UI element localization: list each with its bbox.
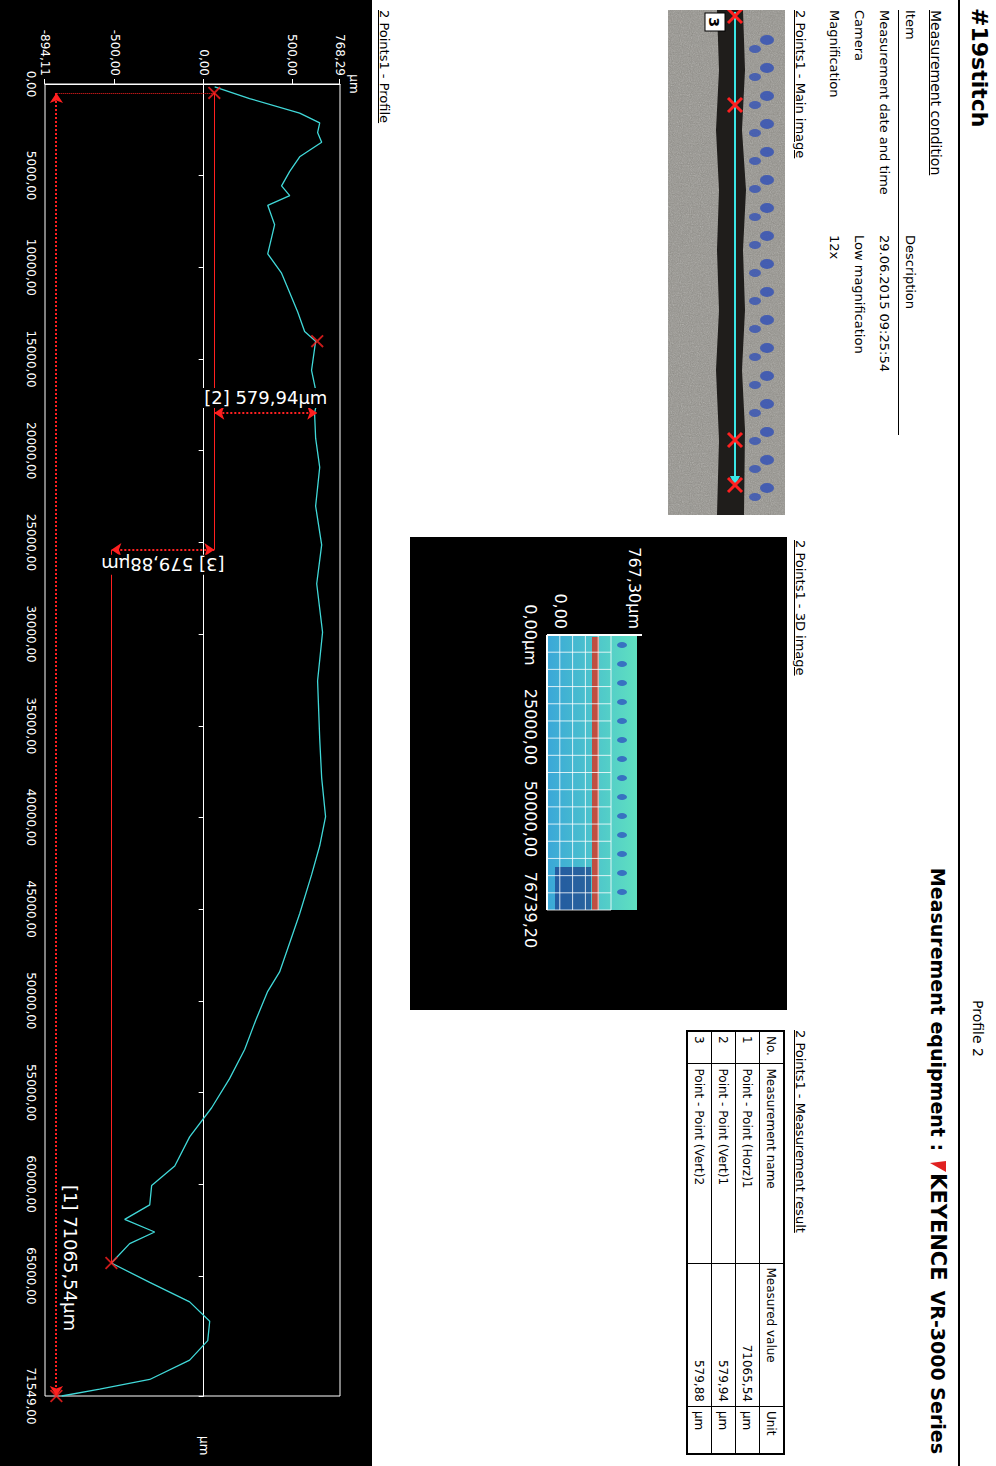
html-text:Measurement date and time: Measurement date and time	[877, 10, 892, 195]
svg-text:35000,00: 35000,00	[24, 697, 38, 754]
svg-text:0,00µm: 0,00µm	[521, 604, 540, 665]
html-text:579,88: 579,88	[692, 1359, 707, 1402]
svg-text:15000,00: 15000,00	[24, 330, 38, 387]
html-text:2 Points1 - Measurement result: 2 Points1 - Measurement result	[793, 1030, 808, 1233]
html-text:VR-3000 Series: VR-3000 Series	[927, 1290, 949, 1454]
svg-text:-894,11: -894,11	[38, 30, 52, 76]
svg-text:500,00: 500,00	[285, 34, 299, 76]
html-text:Measured value: Measured value	[764, 1267, 779, 1363]
svg-text:767,30µm: 767,30µm	[625, 547, 644, 629]
svg-text:0,00: 0,00	[24, 71, 38, 98]
svg-text:[2] 579,94µm: [2] 579,94µm	[204, 387, 327, 408]
svg-text:µm: µm	[347, 74, 361, 93]
svg-text:µm: µm	[197, 1436, 211, 1455]
html-text:µm: µm	[692, 1410, 707, 1431]
html-text:Point - Point (Horz)1: Point - Point (Horz)1	[740, 1068, 755, 1189]
html-text:Measurement name: Measurement name	[764, 1068, 779, 1189]
svg-text:45000,00: 45000,00	[24, 881, 38, 938]
svg-text:-500,00: -500,00	[108, 30, 122, 76]
html-text:3: 3	[692, 1036, 707, 1044]
html-text:Low magnification: Low magnification	[852, 235, 867, 354]
html-text:2 Points1 - Main image: 2 Points1 - Main image	[793, 10, 808, 159]
svg-text:[3] 579,88µm: [3] 579,88µm	[101, 554, 224, 575]
svg-text:60000,00: 60000,00	[24, 1156, 38, 1213]
svg-text:20000,00: 20000,00	[24, 422, 38, 479]
html-text:Profile 2: Profile 2	[970, 1000, 986, 1057]
svg-text:76739,20: 76739,20	[521, 872, 540, 948]
html-text:29.06.2015 09:25:54: 29.06.2015 09:25:54	[877, 235, 892, 372]
svg-text:10000,00: 10000,00	[24, 239, 38, 296]
html-text:12x: 12x	[827, 235, 842, 260]
html-text:#19stitch: #19stitch	[967, 8, 992, 128]
html-text:Point - Point (Vert)1: Point - Point (Vert)1	[716, 1068, 731, 1186]
svg-text:50000,00: 50000,00	[521, 781, 540, 857]
html-text:µm: µm	[716, 1410, 731, 1431]
svg-text:55000,00: 55000,00	[24, 1064, 38, 1121]
html-text:2: 2	[716, 1036, 731, 1044]
html-text:µm: µm	[740, 1410, 755, 1431]
svg-text:768,29: 768,29	[333, 34, 347, 76]
svg-text:[1] 71065,54µm: [1] 71065,54µm	[60, 1185, 81, 1331]
html-text:Measurement equipment :: Measurement equipment :	[927, 867, 949, 1152]
html-text:Item: Item	[903, 10, 918, 40]
html-text:No.: No.	[764, 1036, 779, 1056]
html-text:2 Points1 - 3D image: 2 Points1 - 3D image	[793, 540, 808, 676]
svg-text:25000,00: 25000,00	[521, 689, 540, 765]
html-text:Point - Point (Vert)2: Point - Point (Vert)2	[692, 1068, 707, 1186]
html-text:Measurement condition: Measurement condition	[928, 10, 944, 176]
html-text:579,94: 579,94	[716, 1359, 731, 1402]
svg-text:0,00: 0,00	[551, 593, 570, 629]
html-text:71065,54: 71065,54	[740, 1344, 755, 1402]
html-text:Camera: Camera	[852, 10, 867, 61]
html-text:KEYENCE: KEYENCE	[926, 1173, 950, 1281]
html-text:2 Points1 - Profile: 2 Points1 - Profile	[377, 10, 392, 124]
html-text:Unit: Unit	[764, 1410, 779, 1436]
svg-text:5000,00: 5000,00	[24, 151, 38, 201]
svg-text:65000,00: 65000,00	[24, 1247, 38, 1304]
html-text:Description: Description	[903, 235, 918, 309]
svg-text:40000,00: 40000,00	[24, 789, 38, 846]
svg-text:50000,00: 50000,00	[24, 972, 38, 1029]
svg-text:0,00: 0,00	[197, 49, 211, 76]
html-text:Magnification: Magnification	[827, 10, 842, 98]
svg-text:25000,00: 25000,00	[24, 514, 38, 571]
svg-text:3: 3	[706, 17, 722, 27]
svg-text:30000,00: 30000,00	[24, 605, 38, 662]
svg-text:71549,00: 71549,00	[24, 1367, 38, 1424]
html-text:1: 1	[740, 1036, 755, 1044]
